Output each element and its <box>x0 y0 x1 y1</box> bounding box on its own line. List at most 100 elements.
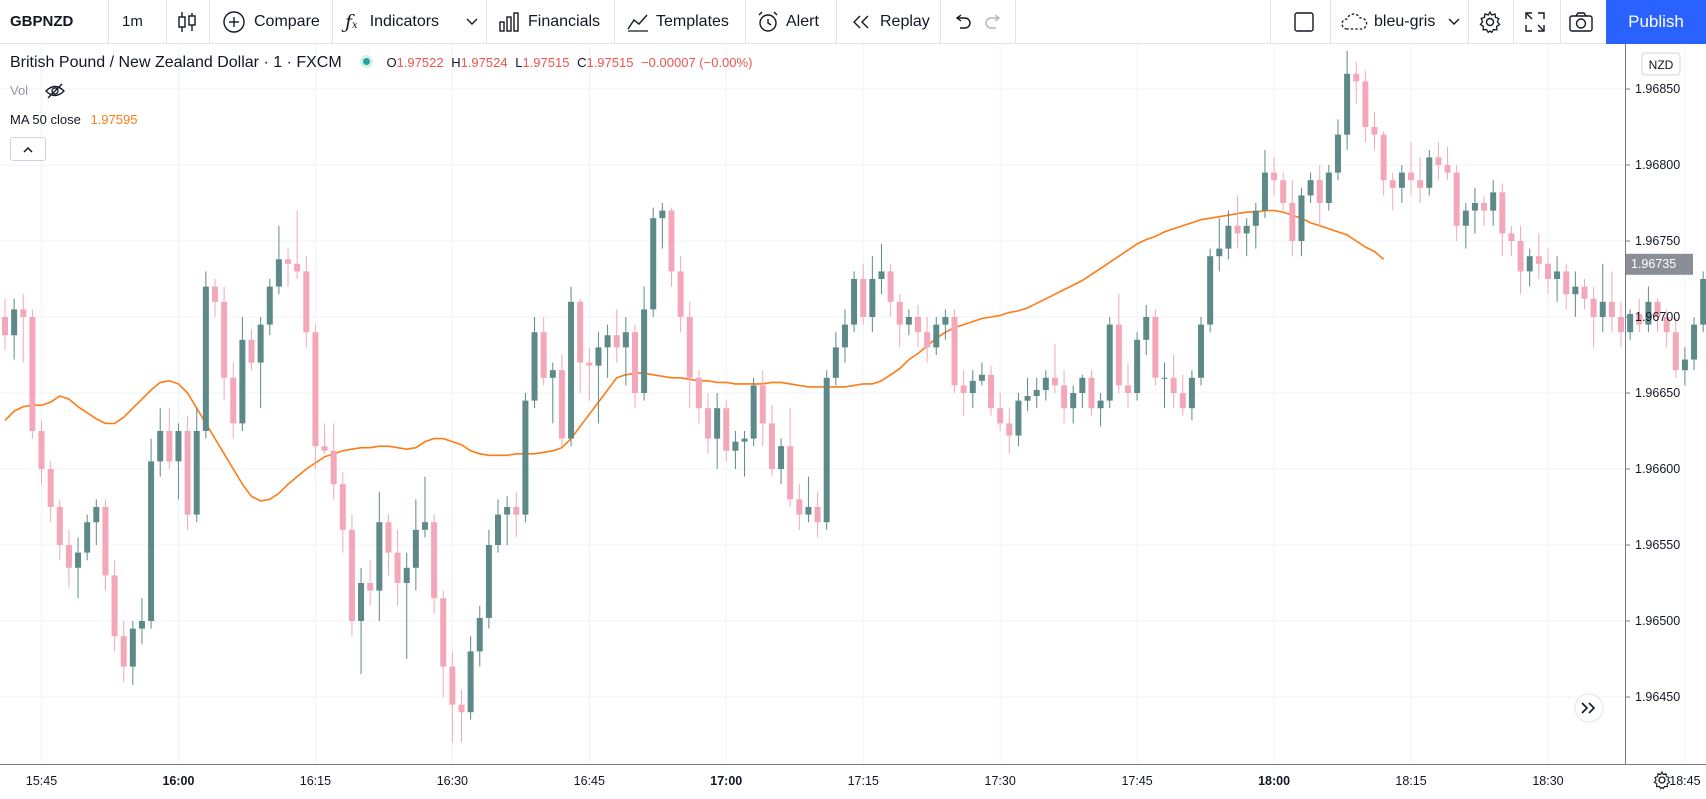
snapshot-button[interactable] <box>1568 0 1594 43</box>
collapse-legend-button[interactable] <box>10 137 46 161</box>
candle-body <box>504 507 511 515</box>
candle-up <box>832 332 839 386</box>
price-chart[interactable]: 1.96850 1.96800 1.96750 1.96700 1.96650 1.966… <box>0 44 1706 799</box>
time-tick-label: 16:45 <box>574 774 605 788</box>
publish-button[interactable]: Publish <box>1606 0 1706 44</box>
candle-body <box>997 408 1004 424</box>
candle-body <box>577 301 584 363</box>
candle-body <box>257 324 264 363</box>
redo-button[interactable] <box>984 0 1004 43</box>
candle-body <box>750 385 757 439</box>
candle-body <box>960 385 967 393</box>
candle-body <box>1198 324 1205 378</box>
candle-down <box>1380 131 1387 196</box>
candle-down <box>1544 248 1551 295</box>
candle-up <box>1599 263 1606 333</box>
candle-up <box>778 438 785 485</box>
fullscreen-icon <box>1525 11 1545 32</box>
candle-body <box>1243 225 1250 234</box>
candle-body <box>1134 339 1141 393</box>
layout-dropdown[interactable] <box>1448 0 1460 43</box>
candle-up <box>1134 332 1141 401</box>
replay-button[interactable]: Replay <box>850 0 930 43</box>
candle-body <box>1152 317 1159 378</box>
interval-button[interactable]: 1m <box>122 0 143 43</box>
indicators-label: Indicators <box>369 12 440 30</box>
candle-body <box>759 385 766 424</box>
axis-settings-button[interactable] <box>1653 770 1671 790</box>
candle-body <box>723 408 730 451</box>
candle-up <box>969 370 976 409</box>
candle-body <box>988 374 995 409</box>
layout-button[interactable]: bleu-gris <box>1340 0 1435 43</box>
undo-button[interactable] <box>952 0 972 43</box>
candle-body <box>1088 377 1095 409</box>
indicators-dropdown[interactable] <box>466 0 478 43</box>
candle-body <box>1599 301 1606 317</box>
candle-body <box>1462 210 1469 226</box>
candle-up <box>604 324 611 378</box>
candle-body <box>1581 286 1588 299</box>
alert-button[interactable]: Alert <box>756 0 819 43</box>
candle-body <box>1672 332 1679 371</box>
candles-icon <box>178 11 196 32</box>
candle-up <box>239 317 246 431</box>
fullscreen-button[interactable] <box>1524 0 1546 43</box>
candle-body <box>348 529 355 621</box>
candle-body <box>1398 172 1405 188</box>
candle-body <box>321 446 328 451</box>
candle-up <box>266 279 273 336</box>
candle-down <box>1371 111 1378 150</box>
alert-label: Alert <box>786 12 819 30</box>
candle-down <box>303 256 310 348</box>
candle-body <box>1079 377 1086 393</box>
candle-up <box>275 225 282 295</box>
financials-button[interactable]: Financials <box>498 0 600 43</box>
candle-body <box>650 218 657 310</box>
candle-down <box>394 529 401 606</box>
candle-body <box>1535 256 1542 264</box>
candle-down <box>860 263 867 325</box>
chart-type-button[interactable] <box>176 0 198 43</box>
candle-down <box>294 210 301 279</box>
time-tick-label: 16:00 <box>162 774 194 788</box>
candle-body <box>394 552 401 583</box>
series-title: British Pound / New Zealand Dollar · 1 ·… <box>10 54 342 71</box>
candle-up <box>933 317 940 355</box>
indicators-button[interactable]: ƒx Indicators <box>345 0 439 43</box>
candle-up <box>823 370 830 530</box>
candle-down <box>924 317 931 363</box>
hidden-eye-icon[interactable] <box>44 83 66 102</box>
candle-body <box>367 583 374 591</box>
candle-body <box>951 317 958 386</box>
candle-body <box>1490 192 1497 211</box>
candle-up <box>750 377 757 447</box>
candle-body <box>1563 271 1570 295</box>
templates-button[interactable]: Templates <box>626 0 729 43</box>
candle-body <box>668 210 675 272</box>
compare-button[interactable]: Compare <box>222 0 320 43</box>
candle-down <box>184 415 191 530</box>
candle-up <box>905 309 912 336</box>
candle-body <box>1061 385 1068 409</box>
candle-down <box>1517 225 1524 295</box>
financials-label: Financials <box>528 12 601 30</box>
candle-body <box>823 377 830 523</box>
plus-circle-icon <box>223 10 245 33</box>
top-toolbar: GBPNZD 1m Compare ƒx Indicators Financia… <box>0 0 1706 44</box>
time-tick-label: 16:15 <box>300 774 331 788</box>
candle-body <box>705 408 712 439</box>
select-tool-button[interactable] <box>1293 0 1315 43</box>
candle-down <box>686 301 693 409</box>
candle-down <box>887 263 894 317</box>
candle-body <box>1124 385 1131 393</box>
candle-up <box>84 514 91 561</box>
time-tick-label: 17:00 <box>710 774 742 788</box>
candle-up <box>467 636 474 720</box>
settings-button[interactable] <box>1478 0 1502 43</box>
candle-up <box>1225 210 1232 260</box>
symbol-search[interactable]: GBPNZD <box>10 0 73 43</box>
candle-body <box>586 362 593 366</box>
currency-label[interactable]: NZD <box>1641 52 1681 76</box>
scroll-to-realtime-button[interactable] <box>1574 693 1604 723</box>
